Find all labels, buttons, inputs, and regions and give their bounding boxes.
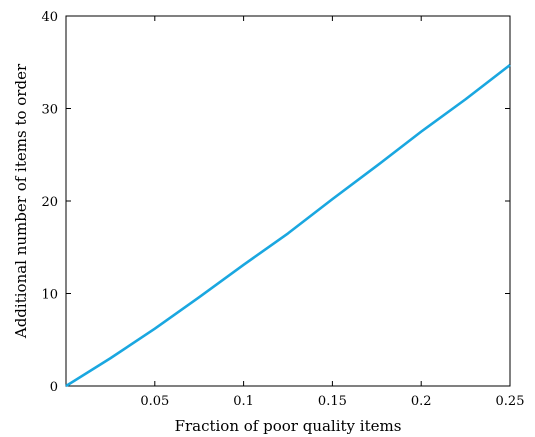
x-axis-label: Fraction of poor quality items (175, 417, 402, 435)
plot-frame (65, 15, 511, 387)
series-line-0 (65, 63, 511, 388)
y-tick-label: 10 (41, 288, 58, 303)
x-tick-label: 0.2 (411, 394, 432, 409)
tick-labels: 0.05 0.1 0.15 0.2 0.25 0 10 20 30 40 (41, 10, 524, 409)
x-tick-label: 0.1 (233, 394, 254, 409)
series-group (65, 63, 511, 388)
y-axis-label: Additional number of items to order (12, 63, 30, 339)
x-tick-label: 0.25 (496, 394, 525, 409)
y-tick-label: 40 (41, 10, 58, 25)
axis-ticks (66, 15, 511, 387)
y-tick-label: 0 (50, 380, 58, 395)
y-tick-label: 30 (41, 103, 58, 118)
y-tick-label: 20 (41, 195, 58, 210)
x-tick-label: 0.15 (318, 394, 347, 409)
x-tick-label: 0.05 (140, 394, 169, 409)
